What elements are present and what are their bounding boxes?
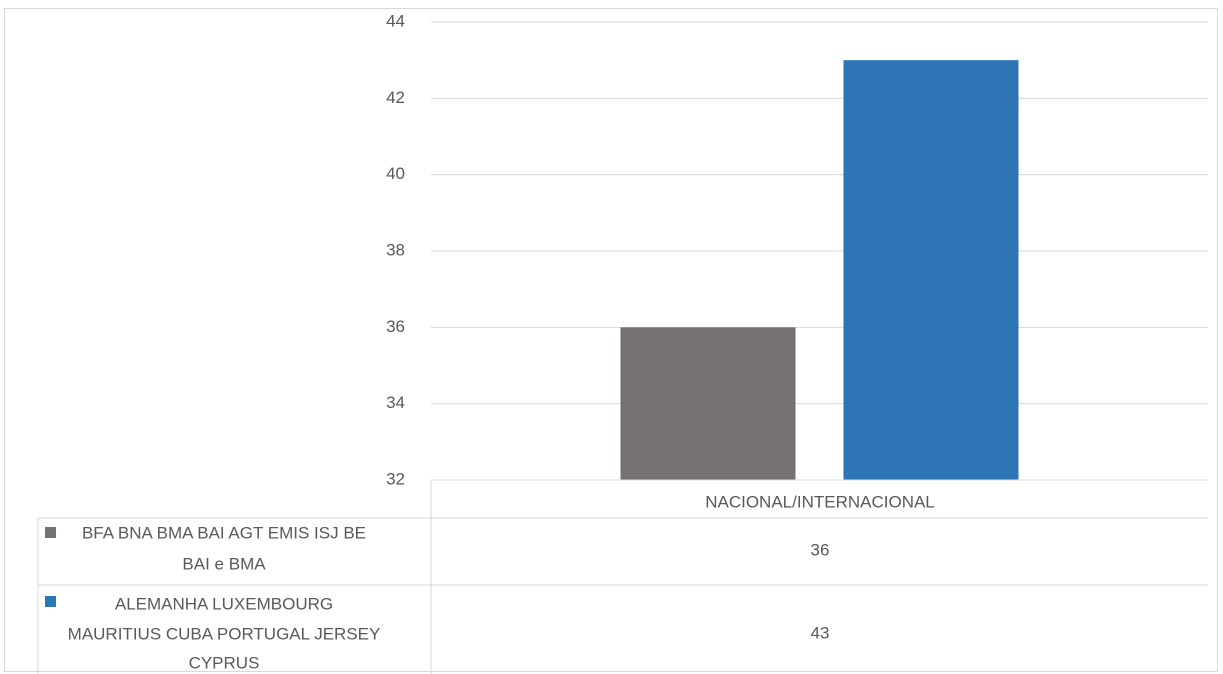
row-2-value: 43: [811, 623, 830, 642]
legend-swatch-series-1: [45, 527, 56, 538]
y-tick-label-36: 36: [386, 317, 405, 336]
data-table: NACIONAL/INTERNACIONAL BFA BNA BMA BAI A…: [37, 479, 1208, 674]
row-2-label-line-1: ALEMANHA LUXEMBOURG: [115, 594, 333, 613]
gridlines: [431, 21, 1208, 481]
y-tick-label-34: 34: [386, 393, 405, 412]
row-1-label-line-2: BAI e BMA: [182, 554, 266, 573]
row-2-label-line-2: MAURITIUS CUBA PORTUGAL JERSEY: [68, 624, 381, 643]
bar-series-1: [620, 327, 796, 480]
chart-border: [4, 8, 1218, 672]
row-1-value: 36: [811, 540, 830, 559]
table-category-header: NACIONAL/INTERNACIONAL: [705, 492, 935, 511]
row-1-label-line-1: BFA BNA BMA BAI AGT EMIS ISJ BE: [82, 523, 366, 542]
y-tick-label-38: 38: [386, 240, 405, 259]
bars: [620, 60, 1019, 481]
y-axis-ticks: 32 34 36 38 40 42 44: [386, 11, 405, 488]
table-grid: [37, 479, 1208, 674]
y-tick-label-44: 44: [386, 11, 405, 30]
y-tick-label-40: 40: [386, 164, 405, 183]
row-2-label-line-3: CYPRUS: [189, 653, 260, 672]
bar-series-2: [843, 60, 1019, 481]
legend-swatch-series-2: [45, 596, 56, 607]
y-tick-label-42: 42: [386, 88, 405, 107]
y-tick-label-32: 32: [386, 469, 405, 488]
